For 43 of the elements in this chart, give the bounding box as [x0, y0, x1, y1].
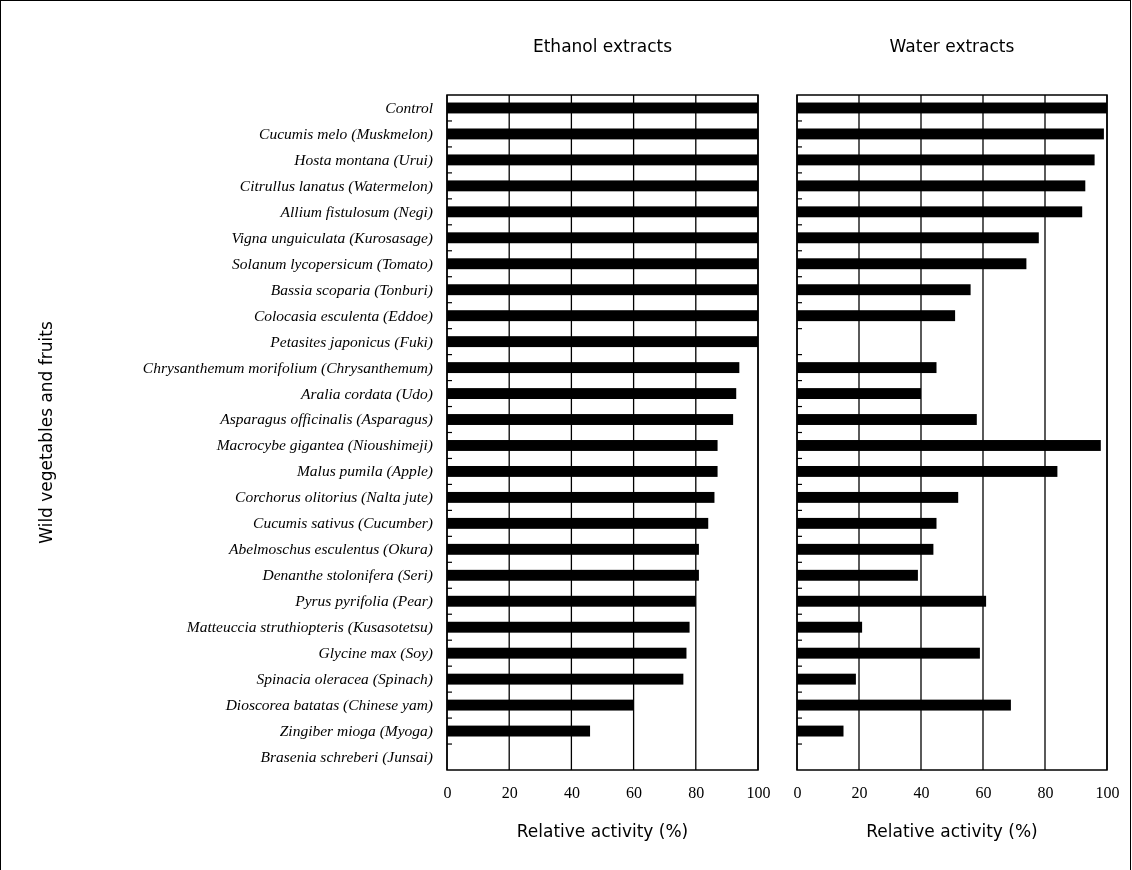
x-axis-title: Relative activity (%) [866, 821, 1038, 841]
y-tick-label: Pyrus pyrifolia (Pear) [294, 592, 433, 611]
x-axis-title: Relative activity (%) [516, 821, 689, 841]
x-tick-label: 0 [793, 784, 802, 802]
y-tick-label: Chrysanthemum morifolium (Chrysanthemum) [142, 358, 433, 377]
y-tick-label: Cucumis sativus (Cucumber) [253, 514, 433, 533]
y-tick-label: Vigna unguiculata (Kurosasage) [231, 228, 433, 247]
y-tick-label: Colocasia esculenta (Eddoe) [253, 306, 433, 325]
y-tick-label: Bassia scoparia (Tonburi) [270, 280, 433, 299]
y-axis-title: Wild vegetables and fruits [36, 321, 56, 544]
y-tick-label: Denanthe stolonifera (Seri) [261, 566, 433, 585]
y-tick-label: Control [385, 98, 433, 116]
x-tick-label: 20 [501, 784, 518, 802]
y-tick-label: Corchorus olitorius (Nalta jute) [235, 488, 433, 507]
y-tick-label: Macrocybe gigantea (Nioushimeji) [215, 436, 433, 455]
y-tick-label: Matteuccia struthiopteris (Kusasotetsu) [185, 618, 433, 637]
x-tick-label: 60 [975, 784, 992, 802]
y-tick-label: Brasenia schreberi (Junsai) [260, 747, 433, 766]
x-tick-label: 80 [1037, 784, 1054, 802]
x-tick-label: 60 [626, 784, 643, 802]
y-tick-label: Spinacia oleracea (Spinach) [256, 670, 433, 689]
y-tick-label: Hosta montana (Urui) [293, 150, 433, 169]
y-tick-label: Allium fistulosum (Negi) [279, 202, 433, 221]
x-tick-label: 40 [563, 784, 580, 802]
x-tick-label: 100 [1095, 784, 1120, 802]
y-tick-label: Aralia cordata (Udo) [299, 384, 433, 403]
y-tick-label: Malus pumila (Apple) [295, 462, 433, 481]
y-tick-label: Solanum lycopersicum (Tomato) [232, 254, 433, 273]
x-tick-label: 0 [443, 784, 452, 802]
x-tick-label: 100 [746, 784, 771, 802]
x-tick-label: 80 [688, 784, 705, 802]
y-tick-label: Abelmoschus esculentus (Okura) [227, 540, 433, 559]
y-tick-label: Dioscorea batatas (Chinese yam) [224, 696, 433, 715]
y-tick-label: Cucumis melo (Muskmelon) [259, 124, 433, 143]
chart-title: Water extracts [889, 36, 1015, 56]
y-tick-label: Zingiber mioga (Myoga) [279, 722, 433, 741]
y-tick-label: Glycine max (Soy) [318, 644, 433, 663]
x-tick-label: 40 [913, 784, 930, 802]
y-tick-label: Asparagus officinalis (Asparagus) [219, 410, 433, 429]
y-tick-label: Citrullus lanatus (Watermelon) [239, 176, 433, 195]
y-tick-label: Petasites japonicus (Fuki) [269, 332, 433, 351]
chart-title: Ethanol extracts [532, 36, 673, 56]
x-tick-label: 20 [851, 784, 868, 802]
